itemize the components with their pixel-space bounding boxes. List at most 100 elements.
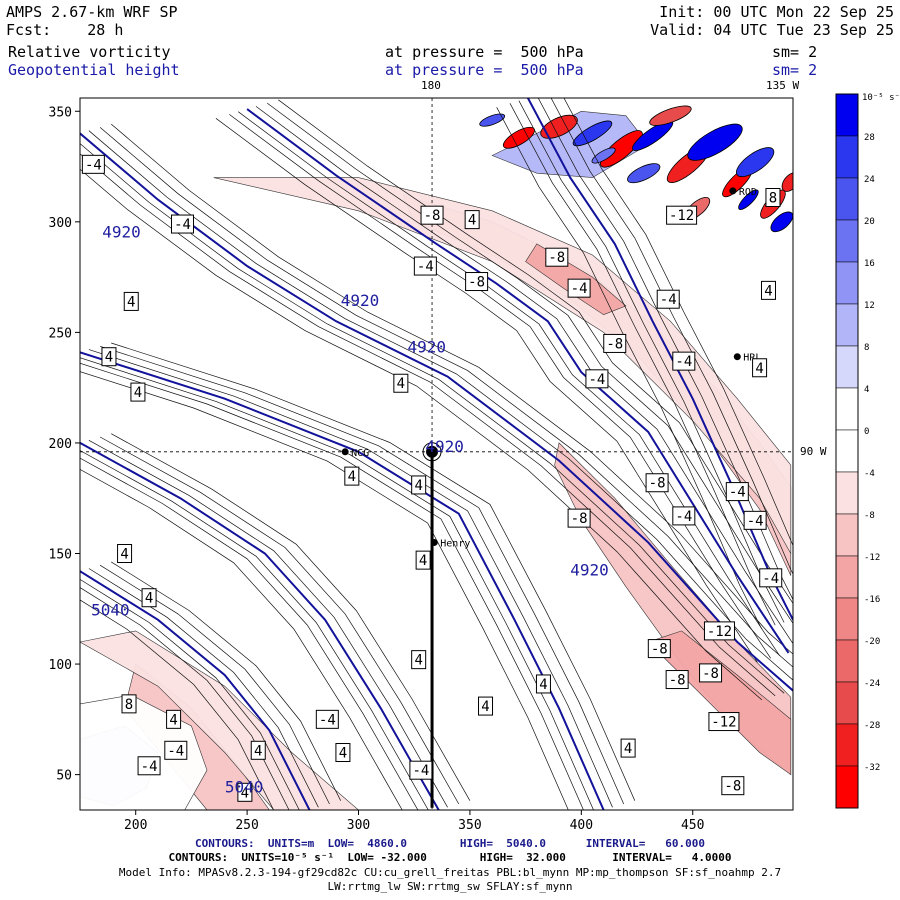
vorticity-contour-line xyxy=(99,436,460,805)
vorticity-label-box xyxy=(123,291,139,311)
vorticity-label: 4 xyxy=(134,385,142,401)
vorticity-label: -12 xyxy=(707,624,732,640)
vorticity-label-box xyxy=(647,639,671,659)
colorbar-swatch xyxy=(835,429,859,473)
vorticity-contour-line xyxy=(88,130,793,681)
vorticity-label-box xyxy=(699,663,723,683)
model-title: AMPS 2.67-km WRF SP xyxy=(6,3,178,21)
colorbar-swatch xyxy=(835,639,859,683)
height-contour-4920 xyxy=(80,351,605,810)
colorbar-swatch xyxy=(835,387,859,431)
y-tick-label: 350 xyxy=(49,105,72,120)
vorticity-contour-line xyxy=(80,168,763,701)
vorticity-contour-line xyxy=(88,568,319,808)
x-tick-label: 450 xyxy=(681,818,704,833)
vorticity-label-box xyxy=(121,694,137,714)
colorbar-tick-label: 20 xyxy=(864,217,875,227)
vorticity-label: -8 xyxy=(606,336,623,352)
colorbar-tick-label: -32 xyxy=(864,763,880,773)
colorbar-tick-label: -20 xyxy=(864,637,880,647)
x-tick-label: 250 xyxy=(235,818,258,833)
vorticity-label: 4 xyxy=(624,741,632,757)
height-contour-5040 xyxy=(80,570,311,810)
pole-marker-ring xyxy=(422,442,442,462)
vorticity-label: -4 xyxy=(675,509,692,525)
vorticity-contour-line xyxy=(278,99,793,604)
vorticity-label-box xyxy=(703,621,735,641)
colorbar-swatch xyxy=(835,513,859,557)
vorticity-band xyxy=(647,630,792,776)
vorticity-label: 4 xyxy=(764,283,772,299)
vorticity-cell xyxy=(591,147,616,164)
colorbar-tick-label: -28 xyxy=(864,721,880,731)
colorbar-tick-label: 24 xyxy=(864,175,875,185)
vorticity-label: 4 xyxy=(241,785,249,801)
vorticity-label-box xyxy=(130,382,146,402)
colorbar-swatch xyxy=(835,303,859,347)
vorticity-label-box xyxy=(765,188,781,208)
height-contour-4980 xyxy=(80,442,440,810)
vorticity-cell xyxy=(649,105,692,126)
vorticity-label-box xyxy=(137,756,161,776)
height-contour-label: 4920 xyxy=(102,222,141,241)
plot-frame xyxy=(79,97,794,811)
vorticity-cell xyxy=(781,172,793,192)
vorticity-contour-line xyxy=(80,450,429,810)
vorticity-label-box xyxy=(409,760,433,780)
vorticity-label: -8 xyxy=(702,666,719,682)
vorticity-label-box xyxy=(585,369,609,389)
height-contour-label: 5040 xyxy=(91,600,130,619)
field2-level: at pressure = 500 hPa xyxy=(385,61,584,79)
x-tick-label: 300 xyxy=(347,818,370,833)
colorbar-tick-label: -8 xyxy=(864,511,875,521)
height-contour-label: 4920 xyxy=(570,561,609,580)
colorbar-swatch xyxy=(835,93,859,137)
vorticity-contour-line xyxy=(99,345,625,805)
model-info-physics: LW:rrtmg_lw SW:rrtmg_sw SFLAY:sf_mynn xyxy=(327,880,573,893)
colorbar-unit: 10⁻⁵ s⁻¹ xyxy=(862,93,900,103)
station-dot xyxy=(430,538,438,546)
vorticity-label: 8 xyxy=(769,191,777,207)
vorticity-label: 4 xyxy=(120,547,128,563)
vorticity-label: -8 xyxy=(571,511,588,527)
colorbar-swatch xyxy=(835,471,859,515)
colorbar-tick-label: -16 xyxy=(864,595,880,605)
vorticity-contour-line xyxy=(518,100,785,623)
vorticity-label-box xyxy=(413,256,437,276)
vorticity-contour-line xyxy=(80,357,594,810)
vorticity-label: -12 xyxy=(669,208,694,224)
station-label: Henry xyxy=(440,538,470,549)
x-tick-label: 200 xyxy=(124,818,147,833)
vorticity-label-box xyxy=(250,740,266,760)
vorticity-label: -4 xyxy=(412,763,429,779)
vorticity-contour-line xyxy=(229,114,771,659)
vorticity-label-box xyxy=(666,205,698,225)
vorticity-label-box xyxy=(645,473,669,493)
vorticity-cell xyxy=(540,114,578,139)
vorticity-label-box xyxy=(393,373,409,393)
vorticity-contour-line xyxy=(80,371,569,810)
vorticity-label: -8 xyxy=(724,779,741,795)
station-label: ROD xyxy=(739,187,757,198)
vorticity-contour-line xyxy=(255,106,793,645)
vorticity-label: -8 xyxy=(669,673,686,689)
vorticity-label: -4 xyxy=(747,513,764,529)
vorticity-label: -12 xyxy=(711,715,736,731)
vorticity-label-box xyxy=(81,154,105,174)
colorbar-tick-label: 16 xyxy=(864,259,875,269)
station-label: HRL xyxy=(743,353,761,364)
vorticity-label-box xyxy=(344,466,360,486)
vorticity-label: -4 xyxy=(762,571,779,587)
vorticity-label: -4 xyxy=(167,743,184,759)
vorticity-label-box xyxy=(760,280,776,300)
vorticity-label: -4 xyxy=(141,759,158,775)
vorticity-contour-line xyxy=(215,118,758,663)
forecast-hour: Fcst: 28 h xyxy=(6,21,124,39)
vorticity-cell xyxy=(687,123,743,161)
vorticity-label: -4 xyxy=(174,217,191,233)
vorticity-cell xyxy=(479,113,506,127)
valid-time: Valid: 04 UTC Tue 23 Sep 25 xyxy=(650,21,894,39)
colorbar-tick-label: 8 xyxy=(864,343,869,353)
vorticity-label-box xyxy=(465,272,489,292)
